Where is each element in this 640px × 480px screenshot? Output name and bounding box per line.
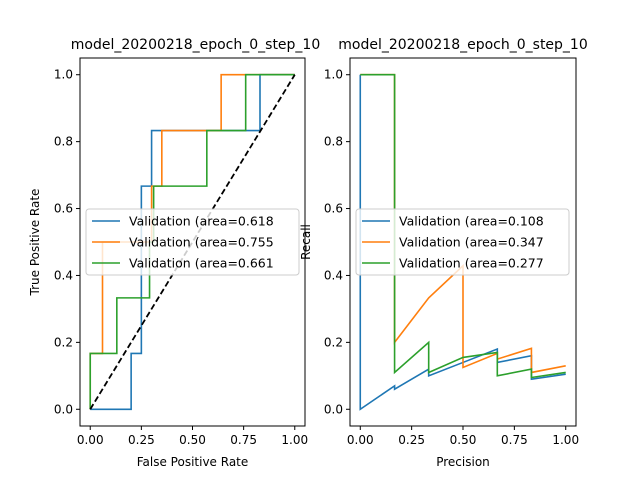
x-tick-label: 0.00 [347,433,374,447]
x-axis-label: Precision [436,455,490,469]
chance-diagonal-line [89,74,296,410]
roc-chart: 0.00 0.25 0.50 0.75 1.00 0.0 0.2 0.4 0.6 0.8 1.0 Fa… [28,37,320,469]
x-tick-label: 1.00 [281,433,308,447]
y-tick-label: 0.4 [54,268,73,282]
x-axis-label: False Positive Rate [137,455,249,469]
legend: Validation (area=0.108 Validation (area=0… [355,208,570,276]
y-tick-label: 0.6 [54,202,73,216]
y-axis-label: Recall [299,224,313,260]
x-tick-label: 0.00 [77,433,104,447]
x-tick-label: 0.50 [179,433,206,447]
legend-entry: Validation (area=0.277 [399,256,544,271]
y-tick-label: 0.2 [54,335,73,349]
y-tick-label: 1.0 [54,68,73,82]
y-tick-label: 0.6 [324,202,343,216]
legend-entry: Validation (area=0.108 [399,214,544,229]
legend-entry: Validation (area=0.347 [399,235,544,250]
y-tick-label: 0.8 [324,135,343,149]
x-tick-label: 1.00 [552,433,579,447]
x-tick-label: 0.25 [128,433,155,447]
legend-entry: Validation (area=0.618 [129,214,274,229]
pr-chart: 0.00 0.25 0.50 0.75 1.00 0.0 0.2 0.4 0.6 0.8 1.0 Pr… [299,37,588,469]
y-tick-label: 0.0 [54,402,73,416]
legend-entry: Validation (area=0.661 [129,256,274,271]
legend: Validation (area=0.618 Validation (area=0… [85,208,300,276]
y-tick-label: 0.8 [54,135,73,149]
x-tick-label: 0.50 [450,433,477,447]
x-tick-label: 0.75 [230,433,257,447]
chart-title: model_20200218_epoch_0_step_10 [338,37,588,53]
y-tick-label: 1.0 [324,68,343,82]
y-tick-label: 0.0 [324,402,343,416]
x-tick-label: 0.75 [501,433,528,447]
y-axis-label: True Positive Rate [28,189,42,297]
y-tick-label: 0.4 [324,268,343,282]
x-tick-label: 0.25 [398,433,425,447]
chart-title: model_20200218_epoch_0_step_10 [71,37,321,53]
y-tick-label: 0.2 [324,335,343,349]
legend-entry: Validation (area=0.755 [129,235,274,250]
legend-box [85,208,300,276]
legend-box [355,208,570,276]
